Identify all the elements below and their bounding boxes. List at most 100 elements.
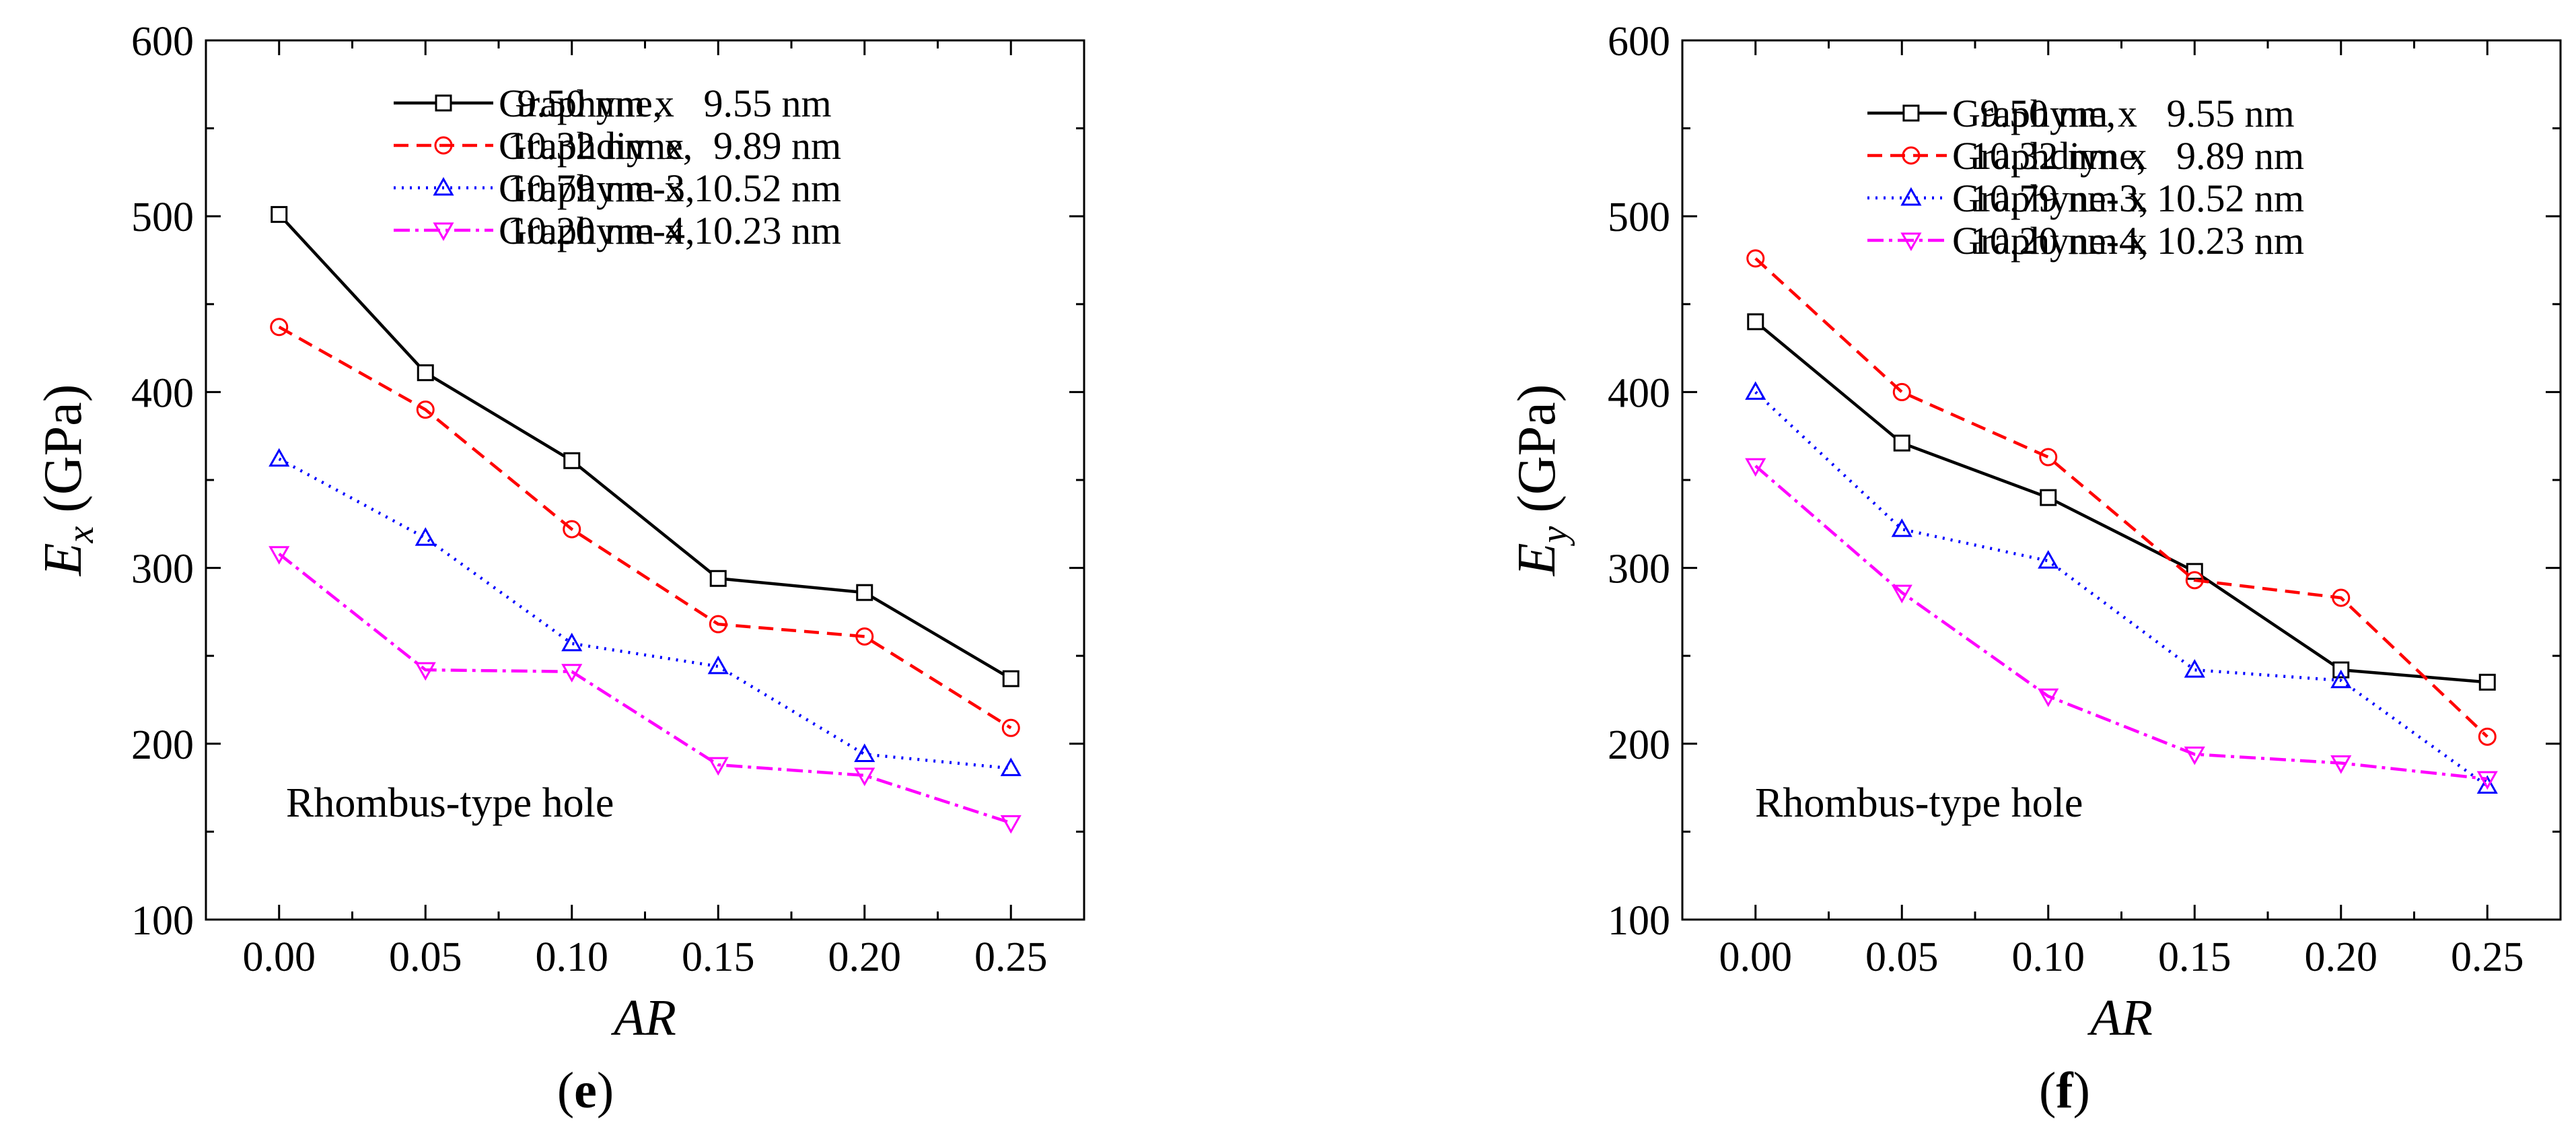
y-axis-label-symbol: E bbox=[34, 543, 93, 577]
annotation: Rhombus-type hole bbox=[1755, 780, 2083, 826]
x-axis-label: AR bbox=[2087, 990, 2153, 1046]
x-tick-label: 0.10 bbox=[2012, 934, 2085, 980]
data-point bbox=[2040, 489, 2057, 506]
data-point bbox=[2038, 688, 2059, 708]
x-tick-label: 0.10 bbox=[536, 934, 609, 980]
legend: Graphyne,9.50 nm x 9.55 nmGraphdiyne,10.… bbox=[1867, 92, 2304, 263]
data-point bbox=[2184, 659, 2205, 678]
panel-label-open: ( bbox=[2039, 1062, 2056, 1119]
data-point bbox=[2476, 775, 2498, 794]
panel-label-close: ) bbox=[2073, 1062, 2090, 1119]
panel-label-close: ) bbox=[597, 1062, 614, 1119]
legend-size: 10.32 nm x 9.89 nm bbox=[507, 124, 841, 168]
data-point bbox=[1891, 584, 1912, 604]
legend-size: 10.32 nm x 9.89 nm bbox=[1970, 134, 2304, 178]
x-tick-label: 0.00 bbox=[243, 934, 316, 980]
data-point bbox=[2184, 746, 2205, 765]
y-tick-label: 500 bbox=[131, 195, 194, 240]
legend-label: Graphdiyne, bbox=[1952, 134, 2146, 178]
series-1 bbox=[271, 206, 1019, 687]
data-point bbox=[415, 527, 436, 546]
legend-marker bbox=[1900, 232, 1922, 252]
legend-size: 9.50 nm x 9.55 nm bbox=[1980, 92, 2294, 135]
data-point bbox=[416, 401, 435, 419]
data-point bbox=[415, 662, 436, 681]
y-tick-label: 100 bbox=[131, 898, 194, 944]
legend-size: 10.79 nm x 10.52 nm bbox=[507, 166, 841, 210]
series-1 bbox=[1747, 313, 2496, 691]
data-point bbox=[271, 206, 288, 223]
legend-marker bbox=[433, 222, 454, 242]
legend-label: Graphdiyne, bbox=[499, 124, 692, 168]
data-point bbox=[1893, 434, 1910, 452]
x-axis-label: AR bbox=[610, 990, 676, 1046]
data-point bbox=[855, 627, 874, 646]
data-point bbox=[856, 584, 873, 601]
data-point bbox=[1000, 815, 1022, 834]
y-axis-label-symbol: E bbox=[1507, 543, 1567, 577]
data-point bbox=[709, 615, 727, 633]
series-4 bbox=[269, 546, 1022, 834]
series-3 bbox=[1745, 381, 2498, 794]
panel-label: (e) bbox=[557, 1062, 614, 1119]
legend-label: Graphyne, bbox=[1952, 92, 2116, 135]
series-line bbox=[278, 457, 1011, 770]
x-tick-label: 0.20 bbox=[2305, 934, 2378, 980]
data-point bbox=[1000, 757, 1022, 776]
series-line bbox=[278, 213, 1012, 681]
chart-panel-f: 100 200 300 400 500 600 0.00 0.05 0.10 0.15 0.20 0.… bbox=[1507, 19, 2562, 1119]
y-axis-label-subscript: y bbox=[1534, 526, 1575, 547]
y-tick-label: 400 bbox=[131, 370, 194, 416]
series-line bbox=[1754, 257, 2489, 738]
series-4 bbox=[1745, 458, 2498, 790]
legend-size: 10.79 nm x 10.52 nm bbox=[1970, 176, 2304, 220]
legend-marker bbox=[434, 136, 453, 155]
data-point bbox=[1746, 249, 1765, 268]
data-point bbox=[1892, 382, 1911, 401]
data-point bbox=[2330, 755, 2352, 774]
series-line bbox=[1754, 320, 2488, 684]
series-2 bbox=[1746, 249, 2497, 746]
legend-marker bbox=[433, 176, 454, 196]
x-tick-label: 0.15 bbox=[2158, 934, 2231, 980]
data-point bbox=[1747, 313, 1764, 331]
legend-marker bbox=[1902, 146, 1921, 165]
legend-marker bbox=[1900, 186, 1922, 206]
series-line bbox=[1754, 465, 2488, 781]
panel-label: (f) bbox=[2039, 1062, 2090, 1119]
data-point bbox=[561, 632, 583, 652]
y-axis-label-unit: (GPa) bbox=[1507, 384, 1567, 526]
data-point bbox=[563, 520, 581, 539]
data-point bbox=[2185, 571, 2204, 590]
x-tick-label: 0.20 bbox=[828, 934, 902, 980]
x-tick-label: 0.05 bbox=[1865, 934, 1939, 980]
y-tick-label: 300 bbox=[131, 547, 194, 592]
y-tick-label: 500 bbox=[1608, 195, 1670, 240]
series-line bbox=[278, 325, 1012, 730]
y-axis-label: Ex (GPa) bbox=[34, 384, 102, 577]
series-3 bbox=[269, 448, 1022, 776]
data-point bbox=[269, 448, 290, 467]
legend-size: 10.20 nm x 10.23 nm bbox=[1970, 219, 2304, 263]
series-line bbox=[1754, 390, 2489, 788]
x-tick-label: 0.25 bbox=[974, 934, 1048, 980]
data-point bbox=[563, 452, 581, 469]
y-axis-label-subscript: x bbox=[60, 526, 102, 544]
data-point bbox=[417, 364, 434, 382]
data-point bbox=[707, 655, 729, 675]
legend: Graphyne,9.50 nm x 9.55 nmGraphdiyne,10.… bbox=[394, 81, 841, 252]
y-tick-label: 600 bbox=[131, 19, 194, 65]
x-tick-label: 0.25 bbox=[2451, 934, 2524, 980]
y-tick-label: 600 bbox=[1608, 19, 1670, 65]
series-line bbox=[278, 552, 1011, 825]
y-tick-label: 100 bbox=[1608, 898, 1670, 944]
legend-label: Graphyne-4, bbox=[499, 209, 695, 252]
data-point bbox=[270, 318, 289, 337]
data-point bbox=[2476, 771, 2498, 790]
data-point bbox=[709, 570, 727, 587]
legend-label: Graphyne, bbox=[499, 81, 662, 125]
legend-label: Graphyne-3, bbox=[1952, 176, 2149, 220]
x-tick-label: 0.00 bbox=[1719, 934, 1793, 980]
